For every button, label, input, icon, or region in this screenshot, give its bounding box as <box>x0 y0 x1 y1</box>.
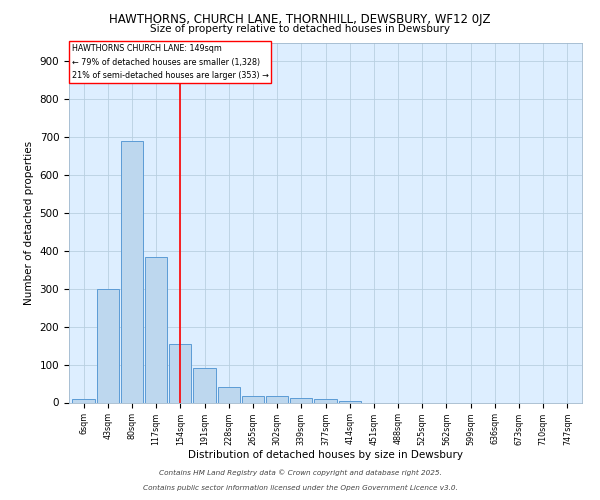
Text: Contains public sector information licensed under the Open Government Licence v3: Contains public sector information licen… <box>143 485 457 491</box>
Bar <box>218 388 240 402</box>
Text: Contains HM Land Registry data © Crown copyright and database right 2025.: Contains HM Land Registry data © Crown c… <box>158 470 442 476</box>
Bar <box>73 398 95 402</box>
Bar <box>314 400 337 402</box>
Text: HAWTHORNS, CHURCH LANE, THORNHILL, DEWSBURY, WF12 0JZ: HAWTHORNS, CHURCH LANE, THORNHILL, DEWSB… <box>109 12 491 26</box>
Bar <box>242 396 264 402</box>
Bar <box>266 396 288 402</box>
Text: Size of property relative to detached houses in Dewsbury: Size of property relative to detached ho… <box>150 24 450 34</box>
Y-axis label: Number of detached properties: Number of detached properties <box>24 140 34 304</box>
Bar <box>193 368 215 402</box>
Bar <box>169 344 191 403</box>
Bar <box>121 141 143 403</box>
Bar <box>290 398 313 402</box>
Text: HAWTHORNS CHURCH LANE: 149sqm
← 79% of detached houses are smaller (1,328)
21% o: HAWTHORNS CHURCH LANE: 149sqm ← 79% of d… <box>71 44 268 80</box>
Bar <box>97 289 119 403</box>
Bar <box>145 256 167 402</box>
X-axis label: Distribution of detached houses by size in Dewsbury: Distribution of detached houses by size … <box>188 450 463 460</box>
